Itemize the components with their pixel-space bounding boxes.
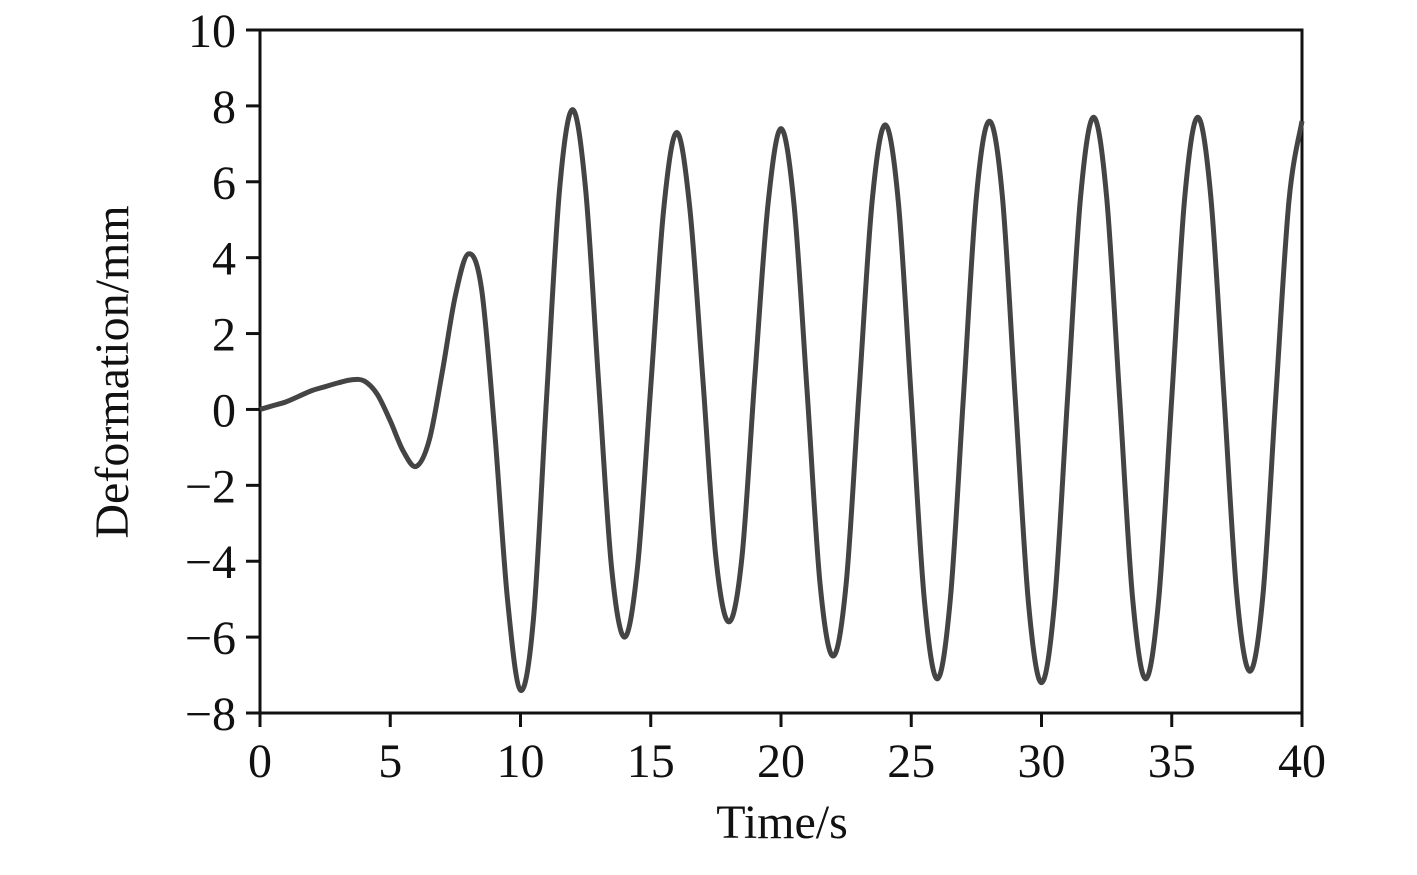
x-axis-title: Time/s (716, 796, 848, 849)
data-line (259, 107, 1305, 693)
y-tick-label: 8 (212, 81, 236, 134)
x-tick-label: 25 (887, 735, 935, 788)
y-tick-label: −2 (185, 460, 236, 513)
x-tick-label: 30 (1018, 735, 1066, 788)
x-tick-label: 15 (627, 735, 675, 788)
y-axis-title: Deformation/mm (86, 205, 139, 538)
x-tick-label: 35 (1148, 735, 1196, 788)
y-tick-label: 2 (212, 309, 236, 362)
y-tick-label: 0 (212, 384, 236, 437)
y-tick-label: 10 (188, 5, 236, 58)
x-tick-label: 40 (1278, 735, 1326, 788)
y-tick-label: −4 (185, 536, 236, 589)
y-tick-label: −8 (185, 688, 236, 741)
y-tick-label: 6 (212, 157, 236, 210)
x-tick-label: 20 (757, 735, 805, 788)
x-tick-label: 0 (248, 735, 272, 788)
x-tick-label: 10 (497, 735, 545, 788)
y-tick-label: −6 (185, 612, 236, 665)
x-tick-label: 5 (378, 735, 402, 788)
y-tick-label: 4 (212, 233, 236, 286)
